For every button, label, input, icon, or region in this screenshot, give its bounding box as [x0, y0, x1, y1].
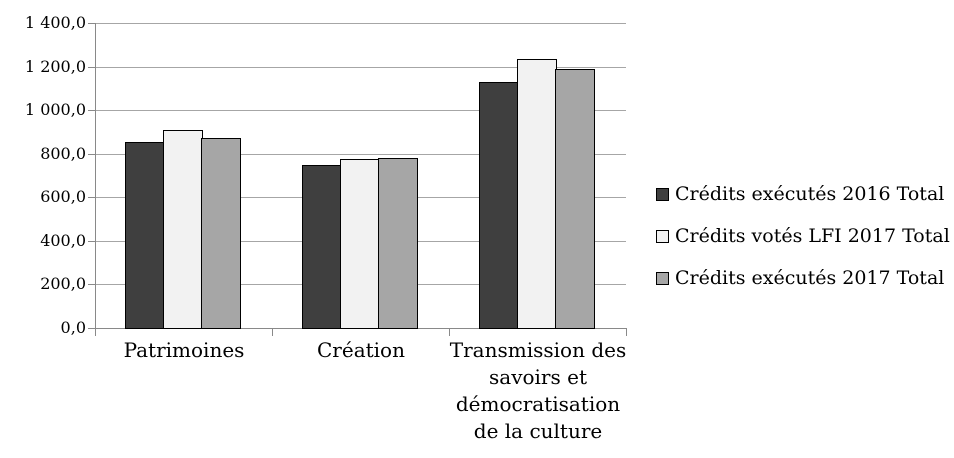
- bar-1-cat-2: [302, 165, 342, 329]
- y-axis-tick-label: 1 000,0: [24, 100, 86, 119]
- y-axis-tick-label: 600,0: [40, 187, 86, 206]
- legend-swatch: [656, 187, 669, 201]
- gridline: [95, 23, 626, 24]
- bar-3-cat-2: [378, 158, 418, 329]
- bar-1-cat-1: [125, 142, 165, 329]
- y-axis-tick-label: 1 400,0: [24, 13, 86, 32]
- bar-3-cat-3: [555, 69, 595, 329]
- gridline: [95, 110, 626, 111]
- legend-item-label: Crédits exécutés 2016 Total: [675, 183, 945, 205]
- y-axis-tick: [88, 284, 95, 285]
- bar-2-cat-2: [340, 159, 380, 329]
- legend-item-label: Crédits votés LFI 2017 Total: [675, 225, 950, 247]
- x-axis-tick: [626, 329, 627, 336]
- x-axis-tick: [272, 329, 273, 336]
- bar-3-cat-1: [201, 138, 241, 329]
- bar-1-cat-3: [479, 82, 519, 329]
- bar-2-cat-3: [517, 59, 557, 329]
- category-label: Transmission des savoirs et démocratisat…: [449, 338, 627, 443]
- y-axis-tick-label: 800,0: [40, 144, 86, 163]
- bar-2-cat-1: [163, 130, 203, 329]
- legend-swatch: [656, 229, 669, 243]
- gridline: [95, 154, 626, 155]
- y-axis-tick: [88, 241, 95, 242]
- y-axis-tick-label: 200,0: [40, 274, 86, 293]
- x-axis-tick: [449, 329, 450, 336]
- legend-item: Crédits exécutés 2016 Total: [656, 183, 945, 205]
- category-label: Patrimoines: [123, 338, 245, 362]
- y-axis-tick-label: 400,0: [40, 231, 86, 250]
- legend-swatch: [656, 271, 669, 285]
- y-axis-tick: [88, 154, 95, 155]
- y-axis-tick: [88, 110, 95, 111]
- y-axis-tick: [88, 328, 95, 329]
- y-axis-tick: [88, 67, 95, 68]
- legend-item: Crédits votés LFI 2017 Total: [656, 225, 950, 247]
- category-label: Création: [317, 338, 405, 362]
- y-axis-tick: [88, 23, 95, 24]
- gridline: [95, 67, 626, 68]
- legend-item-label: Crédits exécutés 2017 Total: [675, 267, 945, 289]
- y-axis-line: [95, 23, 96, 328]
- x-axis-tick: [95, 329, 96, 336]
- y-axis-tick-label: 0,0: [60, 318, 86, 337]
- y-axis-tick: [88, 197, 95, 198]
- legend-item: Crédits exécutés 2017 Total: [656, 267, 945, 289]
- y-axis-tick-label: 1 200,0: [24, 57, 86, 76]
